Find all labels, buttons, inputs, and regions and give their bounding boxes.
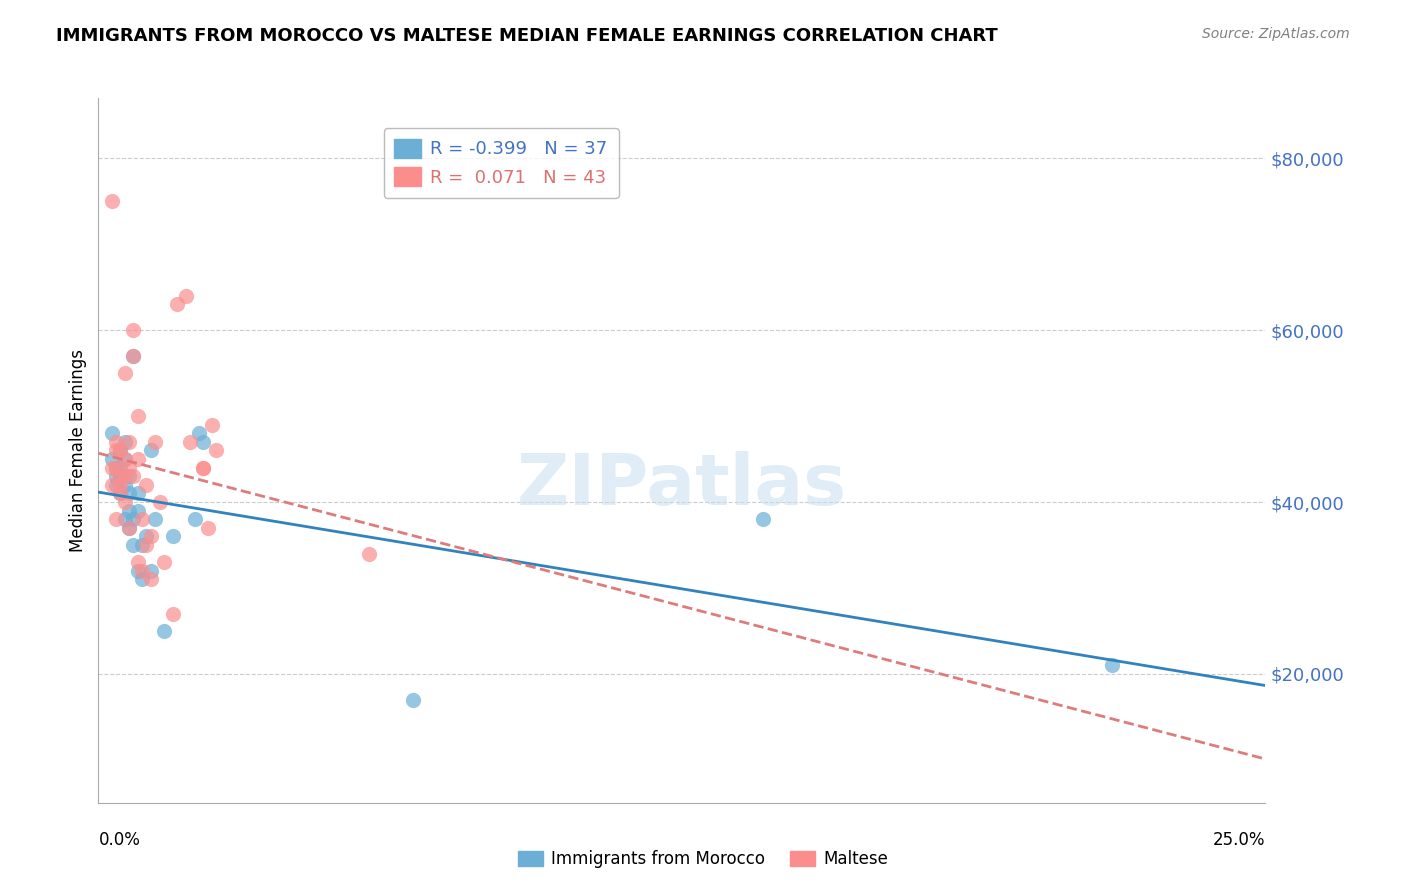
Point	[114, 452, 136, 467]
Point	[187, 426, 209, 441]
Text: 25.0%: 25.0%	[1213, 831, 1265, 849]
Point	[114, 366, 136, 380]
Point	[110, 486, 132, 500]
Point	[131, 512, 153, 526]
Text: 0.0%: 0.0%	[98, 831, 141, 849]
Point	[402, 692, 425, 706]
Point	[153, 555, 176, 569]
Point	[110, 443, 132, 458]
Point	[122, 323, 145, 337]
Point	[183, 512, 205, 526]
Text: IMMIGRANTS FROM MOROCCO VS MALTESE MEDIAN FEMALE EARNINGS CORRELATION CHART: IMMIGRANTS FROM MOROCCO VS MALTESE MEDIA…	[56, 27, 998, 45]
Point	[139, 443, 162, 458]
Point	[162, 529, 184, 543]
Point	[114, 512, 136, 526]
Y-axis label: Median Female Earnings: Median Female Earnings	[69, 349, 87, 552]
Point	[193, 460, 215, 475]
Point	[104, 460, 127, 475]
Point	[100, 460, 122, 475]
Point	[149, 495, 172, 509]
Text: Source: ZipAtlas.com: Source: ZipAtlas.com	[1202, 27, 1350, 41]
Point	[110, 469, 132, 483]
Point	[122, 349, 145, 363]
Point	[118, 503, 141, 517]
Point	[179, 434, 201, 449]
Point	[201, 417, 224, 432]
Point	[114, 452, 136, 467]
Point	[110, 443, 132, 458]
Point	[114, 495, 136, 509]
Point	[752, 512, 775, 526]
Point	[131, 564, 153, 578]
Point	[359, 547, 381, 561]
Point	[118, 469, 141, 483]
Point	[104, 443, 127, 458]
Point	[114, 469, 136, 483]
Point	[135, 478, 157, 492]
Point	[122, 512, 145, 526]
Point	[127, 555, 149, 569]
Point	[153, 624, 176, 638]
Point	[166, 297, 188, 311]
Point	[139, 529, 162, 543]
Point	[131, 538, 153, 552]
Point	[114, 434, 136, 449]
Point	[118, 521, 141, 535]
Point	[127, 452, 149, 467]
Text: ZIPatlas: ZIPatlas	[517, 451, 846, 520]
Point	[118, 521, 141, 535]
Point	[100, 194, 122, 209]
Point	[104, 512, 127, 526]
Point	[127, 564, 149, 578]
Point	[139, 564, 162, 578]
Point	[100, 452, 122, 467]
Point	[110, 469, 132, 483]
Point	[118, 460, 141, 475]
Legend: Immigrants from Morocco, Maltese: Immigrants from Morocco, Maltese	[510, 844, 896, 875]
Point	[139, 573, 162, 587]
Point	[110, 460, 132, 475]
Point	[122, 349, 145, 363]
Point	[127, 503, 149, 517]
Point	[118, 434, 141, 449]
Point	[100, 478, 122, 492]
Point	[110, 478, 132, 492]
Point	[135, 529, 157, 543]
Point	[131, 573, 153, 587]
Point	[193, 434, 215, 449]
Point	[143, 512, 166, 526]
Point	[127, 486, 149, 500]
Point	[114, 478, 136, 492]
Point	[135, 538, 157, 552]
Point	[205, 443, 228, 458]
Point	[127, 409, 149, 423]
Point	[104, 469, 127, 483]
Point	[193, 460, 215, 475]
Point	[118, 486, 141, 500]
Point	[110, 486, 132, 500]
Point	[122, 469, 145, 483]
Point	[104, 460, 127, 475]
Point	[122, 538, 145, 552]
Point	[174, 289, 197, 303]
Point	[197, 521, 219, 535]
Point	[104, 478, 127, 492]
Legend: R = -0.399   N = 37, R =  0.071   N = 43: R = -0.399 N = 37, R = 0.071 N = 43	[384, 128, 619, 198]
Point	[104, 434, 127, 449]
Point	[162, 607, 184, 621]
Point	[100, 426, 122, 441]
Point	[1101, 658, 1123, 673]
Point	[143, 434, 166, 449]
